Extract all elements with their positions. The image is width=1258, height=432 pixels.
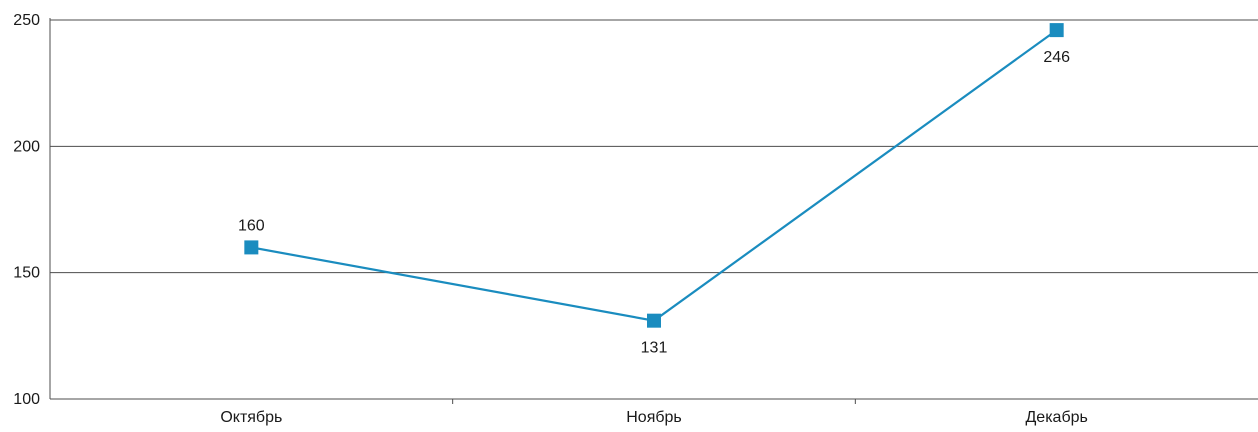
data-point-marker-0 bbox=[244, 240, 259, 255]
series-markers bbox=[244, 23, 1064, 328]
y-tick-label-100: 100 bbox=[13, 391, 40, 408]
data-label-1: 131 bbox=[641, 340, 668, 357]
series-line-0 bbox=[251, 29, 1058, 322]
y-tick-label-150: 150 bbox=[13, 265, 40, 282]
y-axis-tick-labels: 100 150 200 250 bbox=[13, 12, 40, 408]
y-tick-label-250: 250 bbox=[13, 12, 40, 29]
data-point-marker-2 bbox=[1049, 23, 1064, 38]
data-labels: 160 131 246 bbox=[238, 49, 1070, 357]
x-tick-label-1: Ноябрь bbox=[626, 409, 682, 426]
x-tick-label-0: Октябрь bbox=[220, 409, 282, 426]
y-tick-label-200: 200 bbox=[13, 138, 40, 155]
data-label-0: 160 bbox=[238, 217, 265, 234]
data-point-marker-1 bbox=[647, 313, 661, 328]
data-label-2: 246 bbox=[1043, 49, 1070, 66]
gridlines bbox=[50, 19, 1258, 274]
x-tick-label-2: Декабрь bbox=[1025, 409, 1087, 426]
axes bbox=[49, 18, 1258, 404]
series-line bbox=[251, 29, 1058, 322]
x-axis-tick-labels: Октябрь Ноябрь Декабрь bbox=[220, 409, 1088, 426]
